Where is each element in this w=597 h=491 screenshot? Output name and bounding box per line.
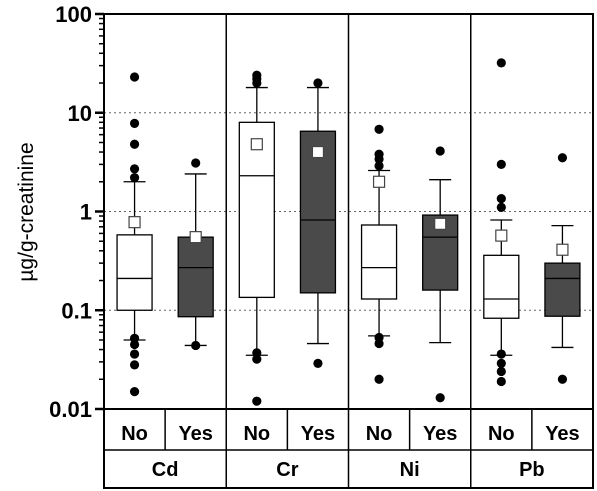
group-label: Cr [276, 459, 298, 481]
box-pb-no [483, 58, 520, 387]
outlier-point [191, 340, 201, 351]
y-axis: 0.01 0.1 1 10 100 [49, 2, 104, 422]
mean-marker [189, 231, 202, 244]
outlier-point [129, 72, 140, 82]
box-cr-no [238, 70, 275, 406]
outlier-point [129, 339, 140, 350]
outlier-point [129, 349, 140, 359]
mean-marker [434, 217, 447, 230]
boxes [116, 58, 581, 406]
outlier-point [496, 366, 506, 377]
outlier-point [129, 164, 140, 174]
box-iqr [483, 254, 520, 319]
outlier-point [496, 194, 506, 204]
outlier-point [496, 202, 506, 213]
box-iqr [116, 234, 153, 311]
subgroup-label: No [488, 423, 515, 445]
outlier-point [191, 158, 201, 168]
mean-marker [556, 243, 569, 256]
box-iqr [544, 262, 581, 317]
outlier-point [313, 78, 323, 88]
outlier-point [374, 161, 384, 171]
outlier-point [129, 387, 140, 397]
box-cr-yes [299, 78, 337, 368]
group-label: Ni [400, 459, 420, 481]
outlier-point [374, 374, 384, 384]
y-tick-label: 1 [80, 200, 92, 225]
box-cd-no [116, 72, 153, 397]
group-label: Cd [152, 459, 179, 481]
y-tick-label: 100 [55, 2, 92, 27]
outlier-point [129, 139, 140, 149]
y-tick-label: 0.1 [61, 298, 92, 323]
outlier-point [496, 358, 506, 368]
subgroup-label: No [121, 423, 148, 445]
box-iqr [360, 224, 398, 300]
mean-marker [250, 138, 263, 151]
box-pb-yes [544, 153, 581, 384]
subgroup-label: No [243, 423, 270, 445]
subgroup-label: No [366, 423, 393, 445]
outlier-point [252, 78, 262, 88]
mean-marker [128, 216, 141, 229]
subgroup-label: Yes [545, 423, 579, 445]
mean-marker [372, 175, 386, 188]
y-axis-title: µg/g-creatinine [15, 142, 38, 281]
box-iqr [238, 121, 275, 299]
box-iqr [299, 130, 337, 294]
outlier-point [313, 358, 323, 368]
outlier-point [129, 118, 140, 129]
outlier-point [129, 173, 140, 183]
outlier-point [435, 146, 445, 156]
subgroup-label: Yes [423, 423, 457, 445]
subgroup-label: Yes [178, 423, 212, 445]
outlier-point [557, 153, 568, 163]
outlier-point [496, 58, 506, 68]
group-label: Pb [519, 459, 545, 481]
outlier-point [374, 338, 384, 349]
outlier-point [374, 124, 384, 134]
box-iqr [177, 236, 214, 318]
outlier-point [252, 354, 262, 364]
subgroup-label: Yes [301, 423, 335, 445]
box-iqr [422, 214, 459, 291]
outlier-point [496, 159, 506, 169]
outlier-point [435, 393, 445, 403]
outlier-point [374, 154, 384, 164]
y-tick-label: 10 [68, 101, 92, 126]
box-ni-yes [422, 146, 459, 403]
mean-marker [311, 145, 325, 159]
y-tick-label: 0.01 [49, 397, 92, 422]
outlier-point [496, 349, 506, 359]
outlier-point [496, 376, 506, 387]
group-panels [103, 13, 594, 489]
box-ni-no [360, 124, 398, 384]
outlier-point [557, 374, 568, 384]
outlier-point [252, 396, 262, 406]
box-cd-yes [177, 158, 214, 351]
mean-marker [495, 229, 508, 242]
outlier-point [129, 360, 140, 370]
